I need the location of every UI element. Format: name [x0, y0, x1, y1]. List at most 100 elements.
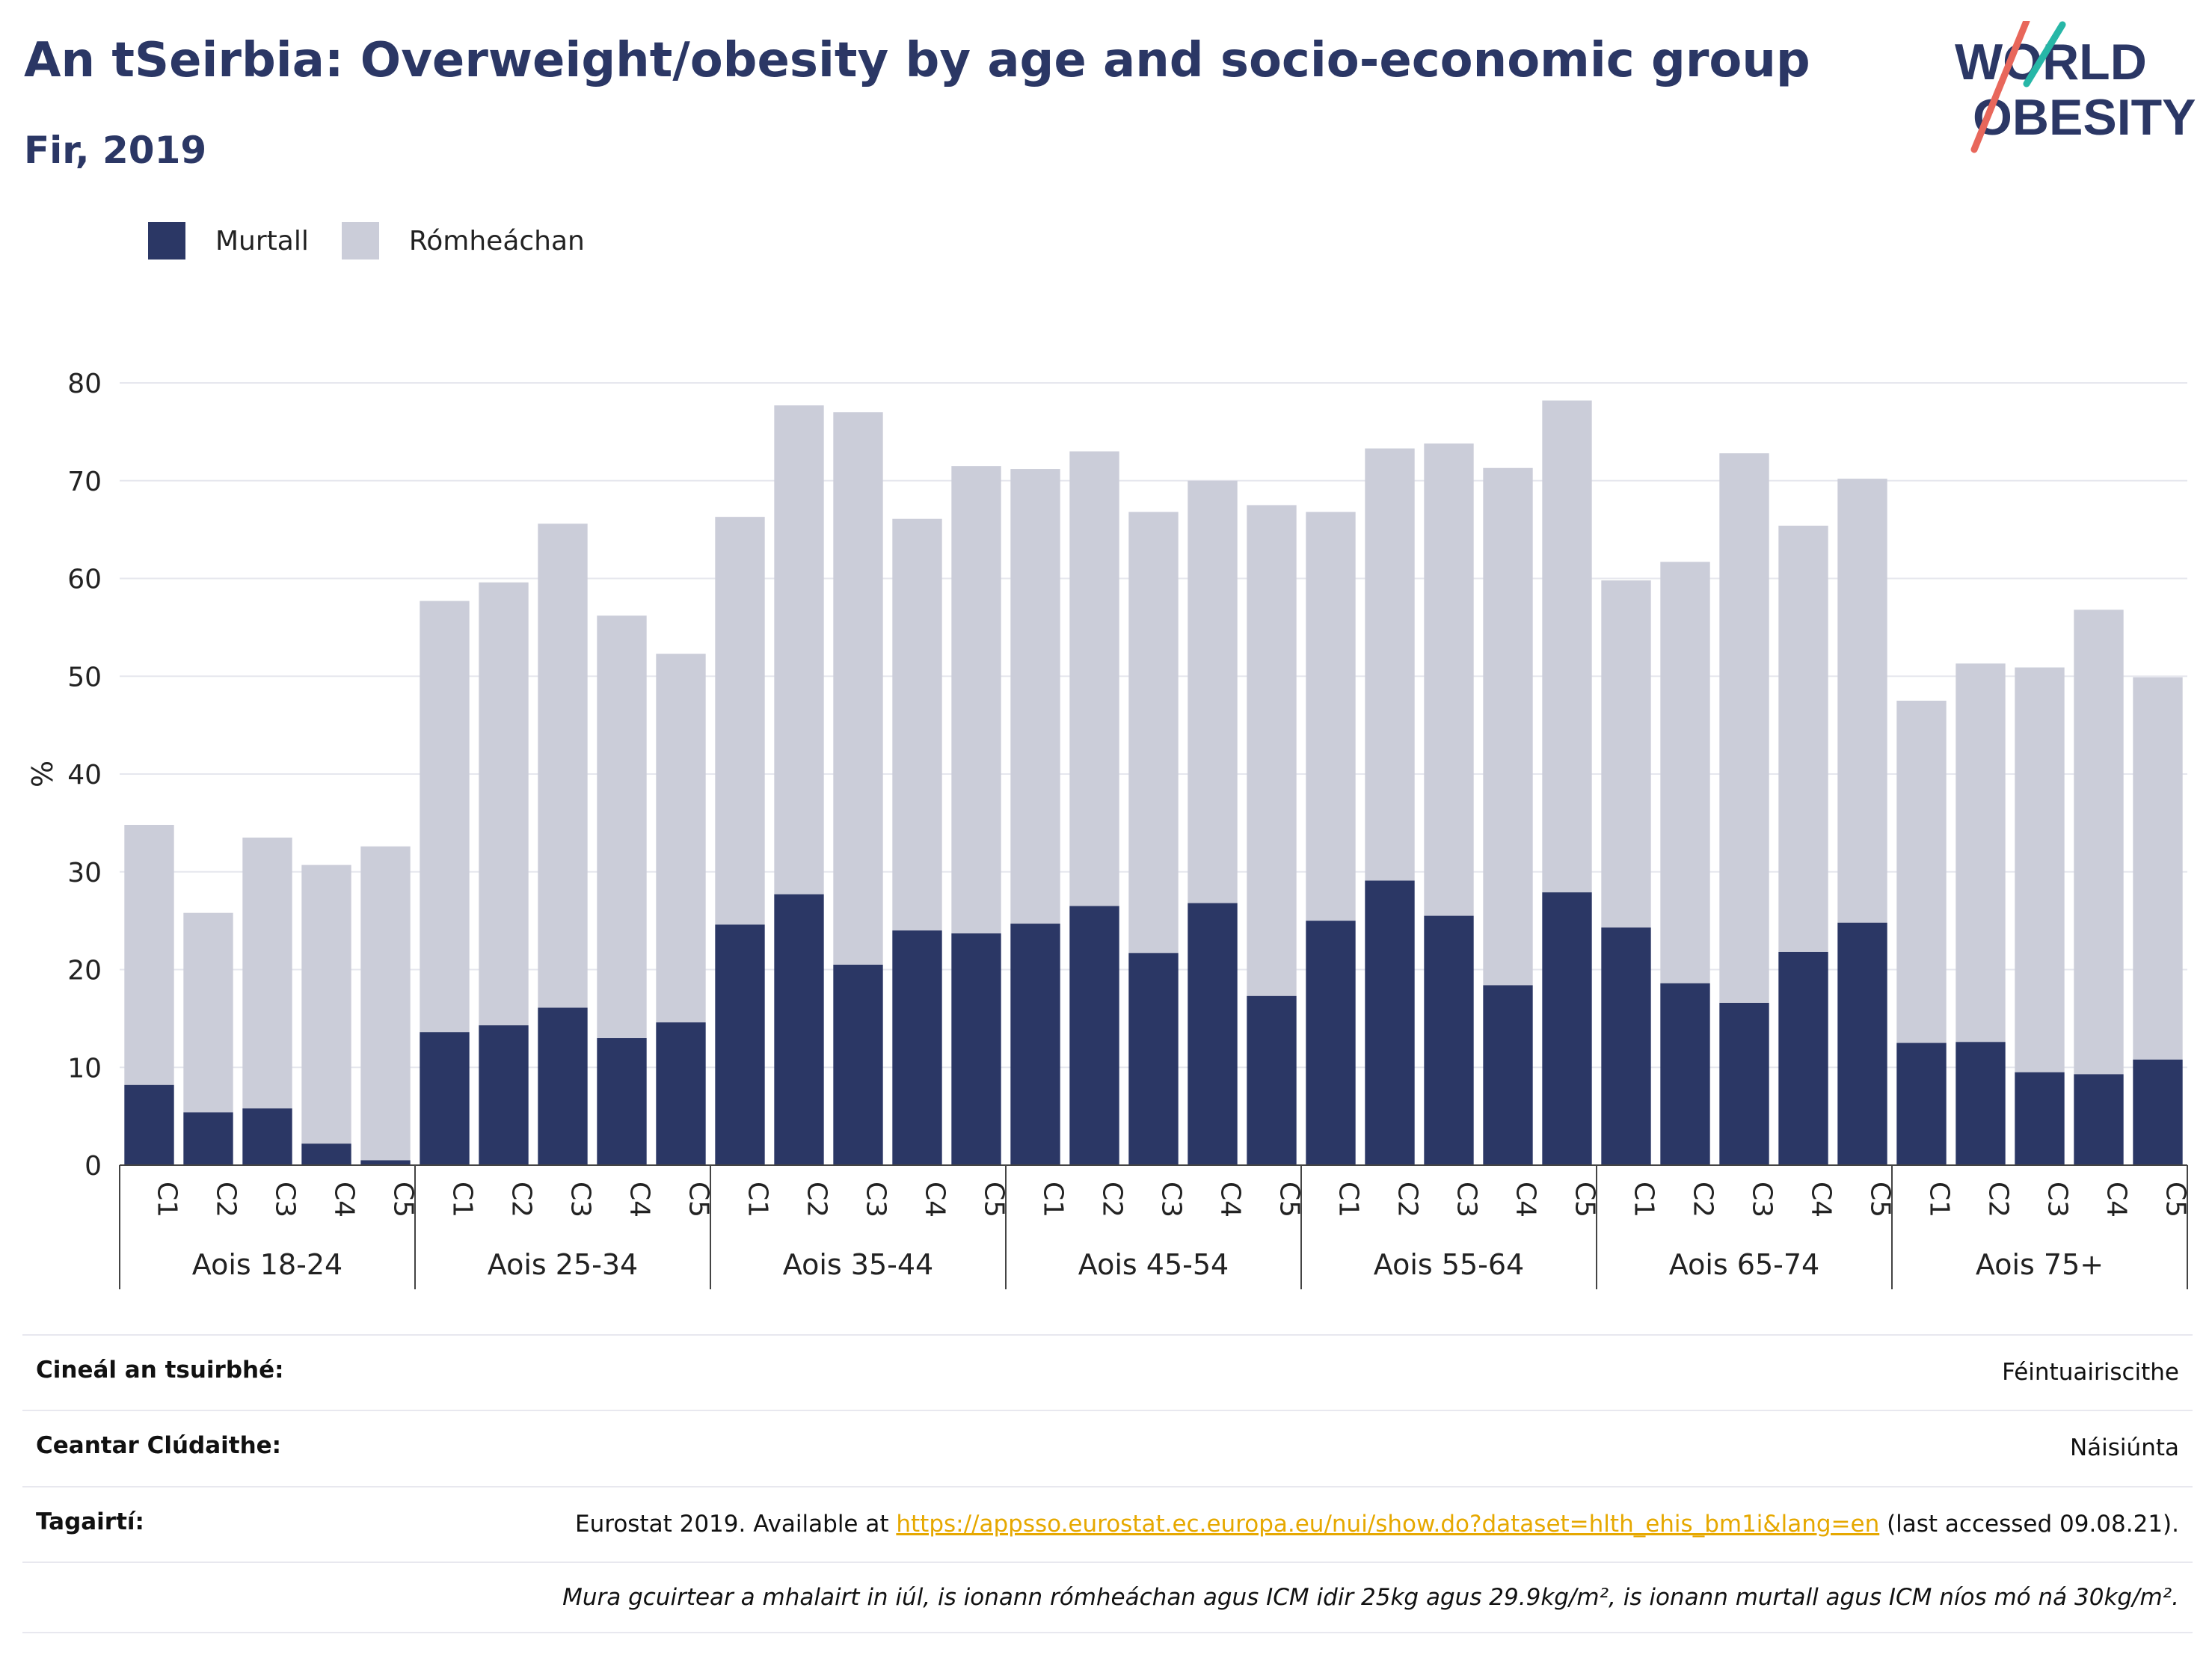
bar-overweight — [1719, 453, 1769, 1003]
legend-item-obesity: Murtall — [148, 222, 309, 260]
x-tick-label: C5 — [979, 1182, 1010, 1218]
bar-obesity — [420, 1032, 470, 1165]
x-tick-label: C4 — [1511, 1182, 1541, 1218]
bar-overweight — [1956, 663, 2006, 1043]
logo-line-2: OBESITY — [1973, 89, 2196, 146]
group-label: Aois 75+ — [1976, 1248, 2104, 1281]
bar-obesity — [2015, 1072, 2065, 1165]
x-tick-label: C4 — [920, 1182, 950, 1218]
y-axis-label: % — [26, 761, 59, 787]
references-text: Eurostat 2019. Available at — [575, 1510, 897, 1538]
x-tick-label: C3 — [2042, 1182, 2073, 1218]
bar-obesity — [1956, 1042, 2006, 1165]
bar-overweight — [656, 654, 706, 1023]
x-tick-label: C1 — [1924, 1182, 1955, 1218]
chart-title: An tSeirbia: Overweight/obesity by age a… — [24, 33, 1810, 88]
x-tick-label: C3 — [565, 1182, 596, 1218]
bar-obesity — [715, 924, 765, 1165]
x-tick-label: C4 — [1215, 1182, 1246, 1218]
x-tick-label: C5 — [1865, 1182, 1896, 1218]
bar-overweight — [1247, 505, 1297, 996]
y-tick-label: 60 — [67, 565, 102, 595]
group-label: Aois 55-64 — [1374, 1248, 1524, 1281]
bar-obesity — [1365, 880, 1415, 1165]
bar-obesity — [124, 1084, 174, 1165]
x-tick-label: C3 — [1156, 1182, 1187, 1218]
bar-obesity — [538, 1007, 588, 1165]
y-tick-label: 50 — [67, 662, 102, 693]
bar-overweight — [1660, 562, 1710, 983]
logo-slash-red — [1970, 21, 2030, 153]
bar-obesity — [2074, 1074, 2124, 1165]
bar-overweight — [360, 846, 411, 1161]
bar-obesity — [774, 894, 824, 1165]
info-row-note: Mura gcuirtear a mhalairt in iúl, is ion… — [22, 1562, 2193, 1634]
bar-obesity — [1306, 921, 1356, 1165]
x-tick-label: C4 — [624, 1182, 655, 1218]
bar-obesity — [360, 1160, 411, 1165]
y-tick-label: 0 — [85, 1151, 102, 1182]
bar-obesity — [833, 964, 883, 1165]
bar-overweight — [715, 517, 765, 925]
x-tick-label: C1 — [1629, 1182, 1659, 1218]
references-link[interactable]: https://appsso.eurostat.ec.europa.eu/nui… — [896, 1510, 1880, 1538]
bar-overweight — [479, 582, 529, 1026]
bar-overweight — [833, 412, 883, 965]
legend-label-overweight: Rómheáchan — [408, 225, 585, 257]
bar-overweight — [1896, 700, 1947, 1043]
y-tick-label: 80 — [67, 369, 102, 399]
bar-overweight — [1188, 480, 1238, 903]
bar-obesity — [1010, 924, 1060, 1165]
bar-overweight — [2015, 667, 2065, 1072]
bar-overweight — [774, 405, 824, 894]
bar-overweight — [1069, 451, 1119, 906]
x-tick-label: C1 — [1333, 1182, 1364, 1218]
x-tick-label: C5 — [388, 1182, 419, 1218]
bar-obesity — [1128, 953, 1179, 1165]
y-tick-label: 20 — [67, 956, 102, 986]
bar-obesity — [1069, 906, 1119, 1165]
x-tick-label: C1 — [743, 1182, 773, 1218]
bar-obesity — [183, 1112, 233, 1165]
bar-overweight — [1778, 525, 1828, 952]
bar-obesity — [951, 933, 1001, 1165]
bar-obesity — [1483, 985, 1533, 1165]
legend-label-obesity: Murtall — [215, 225, 309, 257]
bar-overweight — [1601, 580, 1651, 928]
bar-obesity — [479, 1025, 529, 1165]
references-label: Tagairtí: — [36, 1508, 144, 1535]
bar-overweight — [420, 601, 470, 1033]
x-tick-label: C2 — [506, 1182, 537, 1218]
survey-type-value: Féintuairiscithe — [2002, 1359, 2179, 1386]
info-row-references: Tagairtí: Eurostat 2019. Available at ht… — [22, 1485, 2193, 1562]
x-tick-label: C5 — [1570, 1182, 1600, 1218]
x-tick-label: C2 — [1983, 1182, 2014, 1218]
logo-slash-teal — [2023, 21, 2066, 87]
bar-overweight — [1306, 512, 1356, 921]
group-label: Aois 18-24 — [192, 1248, 342, 1281]
bar-obesity — [597, 1038, 647, 1165]
x-tick-label: C2 — [1097, 1182, 1128, 1218]
x-tick-label: C5 — [2160, 1182, 2191, 1218]
bar-overweight — [1365, 448, 1415, 881]
bar-overweight — [301, 865, 351, 1144]
bar-obesity — [301, 1143, 351, 1165]
x-tick-label: C4 — [329, 1182, 360, 1218]
group-label: Aois 25-34 — [488, 1248, 638, 1281]
x-tick-label: C3 — [270, 1182, 301, 1218]
x-tick-label: C5 — [1274, 1182, 1305, 1218]
bar-obesity — [1719, 1002, 1769, 1165]
bar-overweight — [1483, 467, 1533, 986]
x-tick-label: C2 — [1392, 1182, 1423, 1218]
x-tick-label: C3 — [1451, 1182, 1482, 1218]
info-table: Cineál an tsuirbhé: Féintuairiscithe Cea… — [22, 1334, 2193, 1634]
info-row-survey-type: Cineál an tsuirbhé: Féintuairiscithe — [22, 1334, 2193, 1410]
legend: Murtall Rómheáchan — [148, 221, 618, 260]
x-tick-label: C3 — [861, 1182, 891, 1218]
x-tick-label: C1 — [1038, 1182, 1069, 1218]
references-value: Eurostat 2019. Available at https://apps… — [575, 1508, 2179, 1541]
y-tick-label: 10 — [67, 1053, 102, 1084]
bar-overweight — [1424, 443, 1474, 916]
bar-obesity — [1424, 915, 1474, 1165]
bar-overweight — [1128, 512, 1179, 954]
